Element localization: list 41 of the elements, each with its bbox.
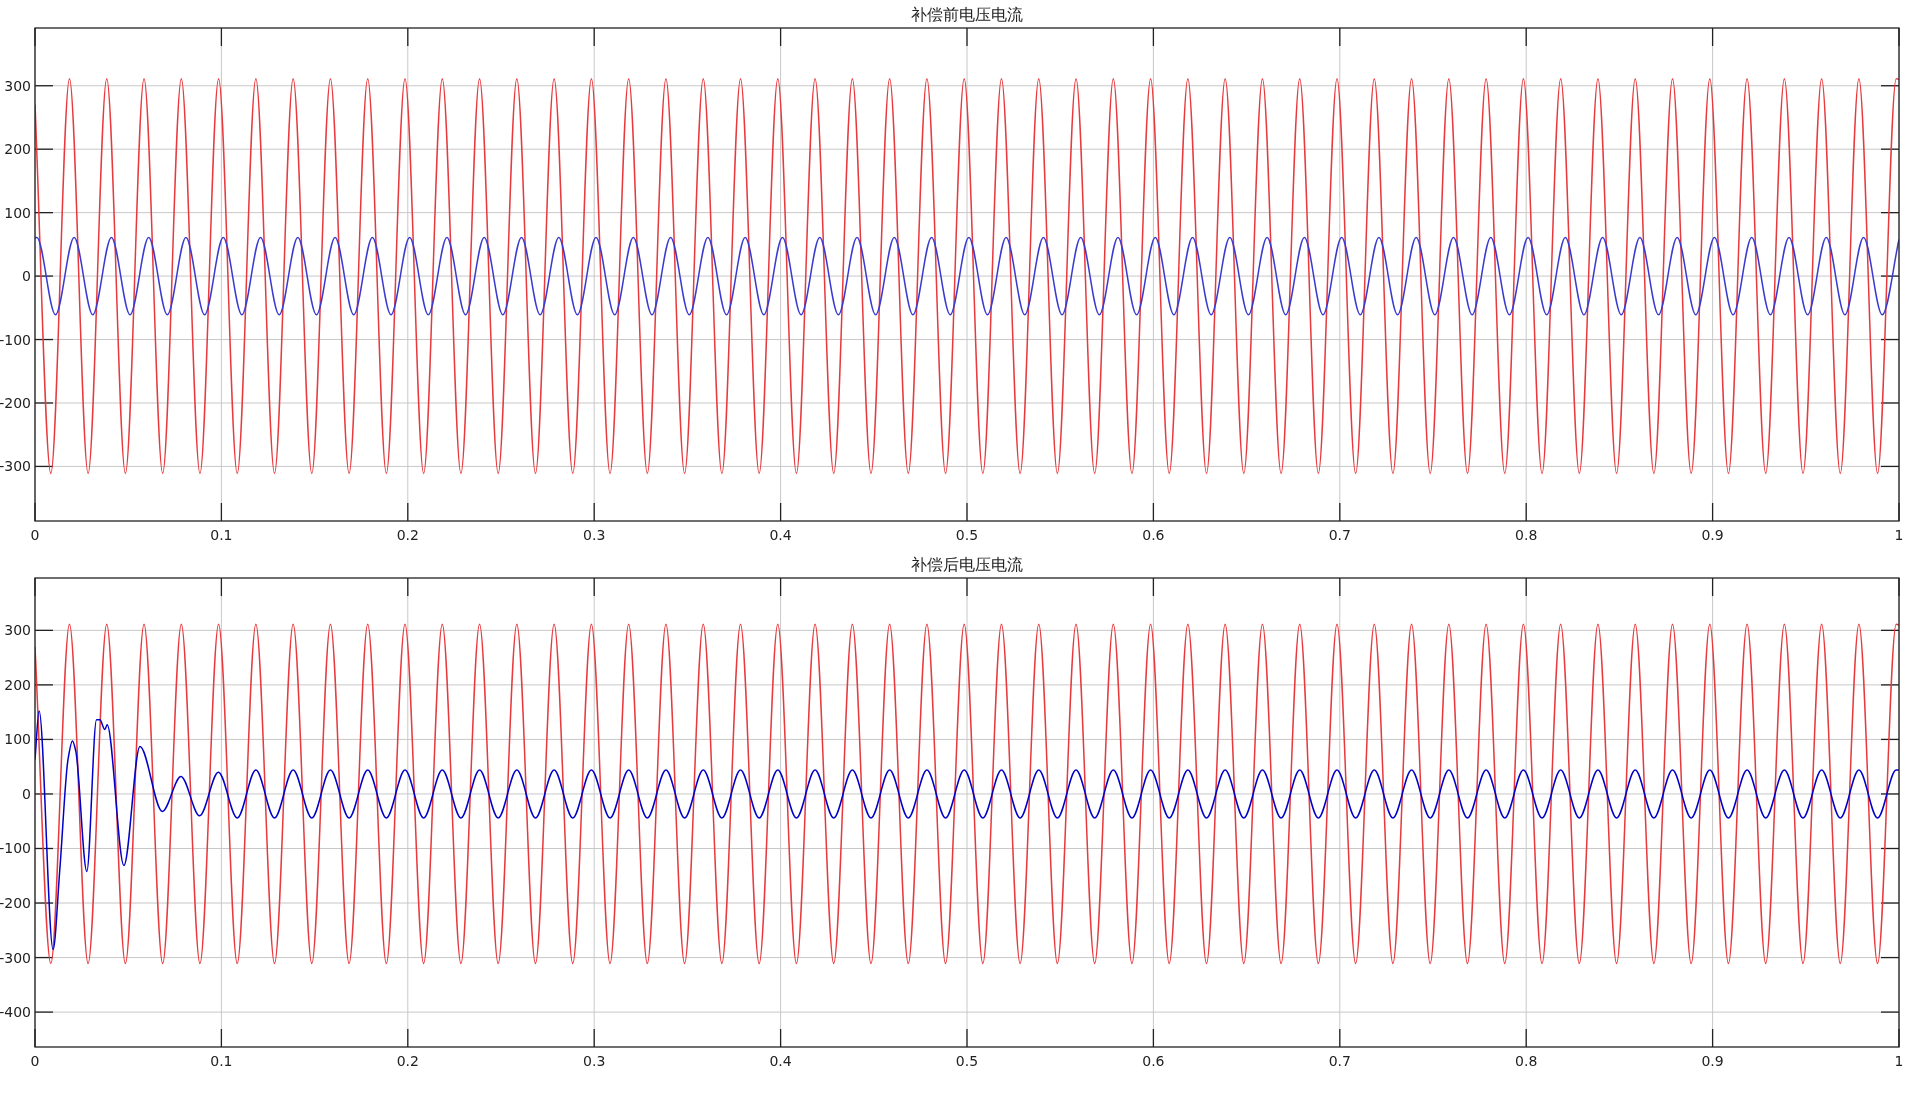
x-tick-label: 0.7 bbox=[1328, 527, 1351, 543]
x-tick-label: 1 bbox=[1894, 1053, 1904, 1069]
y-tick-label: 200 bbox=[4, 676, 31, 693]
x-tick-label: 0.9 bbox=[1701, 1053, 1724, 1069]
x-tick-label: 0.4 bbox=[769, 1053, 792, 1069]
x-tick-label: 0.3 bbox=[583, 527, 606, 543]
x-tick-label: 0.2 bbox=[396, 527, 419, 543]
x-tick-label: 0.5 bbox=[955, 527, 979, 543]
line-series bbox=[35, 78, 1899, 475]
y-tick-label: 0 bbox=[22, 268, 31, 285]
y-tick-label: -100 bbox=[0, 331, 31, 348]
x-tick-label: 0.6 bbox=[1142, 527, 1165, 543]
x-tick-label: 0.7 bbox=[1328, 1053, 1351, 1069]
x-tick-label: 0.1 bbox=[210, 527, 233, 543]
x-tick-label: 0.6 bbox=[1142, 1053, 1165, 1069]
y-tick-label: 300 bbox=[4, 622, 31, 639]
y-tick-label: 100 bbox=[4, 731, 31, 748]
line-series bbox=[35, 623, 1899, 965]
x-tick-label: 1 bbox=[1894, 527, 1904, 543]
x-tick-label: 0.1 bbox=[210, 1053, 233, 1069]
chart-title: 补偿后电压电流 bbox=[911, 555, 1023, 574]
x-tick-label: 0.3 bbox=[583, 1053, 606, 1069]
y-tick-label: -300 bbox=[0, 949, 31, 966]
x-tick-label: 0.8 bbox=[1515, 1053, 1538, 1069]
y-tick-label: 0 bbox=[22, 785, 31, 802]
y-tick-label: -200 bbox=[0, 394, 31, 411]
y-tick-label: -300 bbox=[0, 458, 31, 475]
y-tick-label: 200 bbox=[4, 141, 31, 158]
x-tick-label: 0.5 bbox=[955, 1053, 979, 1069]
line-series bbox=[35, 236, 1899, 316]
x-tick-label: 0.2 bbox=[396, 1053, 419, 1069]
y-tick-label: -400 bbox=[0, 1004, 31, 1021]
y-tick-label: 100 bbox=[4, 204, 31, 221]
y-tick-label: -100 bbox=[0, 840, 31, 857]
y-tick-label: 300 bbox=[4, 77, 31, 94]
line-series bbox=[35, 710, 1899, 951]
chart-title: 补偿前电压电流 bbox=[911, 5, 1023, 24]
x-tick-label: 0.9 bbox=[1701, 527, 1724, 543]
y-tick-label: -200 bbox=[0, 895, 31, 912]
x-tick-label: 0.4 bbox=[769, 527, 792, 543]
x-tick-label: 0.8 bbox=[1515, 527, 1538, 543]
